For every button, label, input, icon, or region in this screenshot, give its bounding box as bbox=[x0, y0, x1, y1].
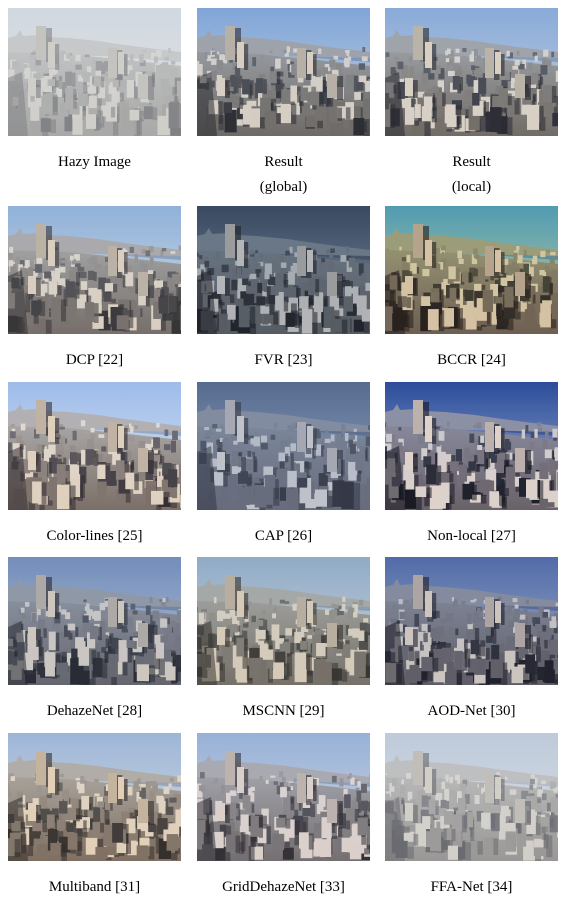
city-photo bbox=[197, 557, 370, 685]
haze-overlay bbox=[8, 206, 181, 334]
image-caption: CAP [26] bbox=[197, 524, 370, 549]
caption-line: DehazeNet [28] bbox=[8, 699, 181, 724]
image-caption: BCCR [24] bbox=[385, 348, 558, 373]
image-caption: Multiband [31] bbox=[8, 875, 181, 900]
image-caption: MSCNN [29] bbox=[197, 699, 370, 724]
aerial-city-image bbox=[385, 733, 558, 861]
aerial-city-image bbox=[385, 382, 558, 510]
caption-line: Multiband [31] bbox=[8, 875, 181, 900]
image-caption: FFA-Net [34] bbox=[385, 875, 558, 900]
city-photo bbox=[385, 382, 558, 510]
caption-line: Non-local [27] bbox=[385, 524, 558, 549]
image-caption: Result(global) bbox=[197, 150, 370, 200]
caption-line: Result bbox=[385, 150, 558, 175]
caption-line: GridDehazeNet [33] bbox=[197, 875, 370, 900]
caption-line: (local) bbox=[385, 175, 558, 200]
haze-overlay bbox=[8, 8, 181, 136]
city-photo bbox=[8, 206, 181, 334]
caption-line: BCCR [24] bbox=[385, 348, 558, 373]
image-caption: DCP [22] bbox=[8, 348, 181, 373]
city-photo bbox=[8, 557, 181, 685]
aerial-city-image bbox=[385, 557, 558, 685]
aerial-city-image bbox=[8, 206, 181, 334]
caption-line: DCP [22] bbox=[8, 348, 181, 373]
city-photo bbox=[197, 206, 370, 334]
city-photo bbox=[385, 206, 558, 334]
city-photo bbox=[8, 382, 181, 510]
image-caption: AOD-Net [30] bbox=[385, 699, 558, 724]
city-photo bbox=[8, 8, 181, 136]
aerial-city-image bbox=[8, 8, 181, 136]
city-photo bbox=[385, 557, 558, 685]
caption-line: (global) bbox=[197, 175, 370, 200]
aerial-city-image bbox=[8, 382, 181, 510]
image-caption: GridDehazeNet [33] bbox=[197, 875, 370, 900]
haze-overlay bbox=[385, 733, 558, 861]
haze-overlay bbox=[385, 206, 558, 334]
aerial-city-image bbox=[197, 733, 370, 861]
aerial-city-image bbox=[197, 382, 370, 510]
aerial-city-image bbox=[385, 8, 558, 136]
caption-line: AOD-Net [30] bbox=[385, 699, 558, 724]
haze-overlay bbox=[8, 557, 181, 685]
caption-line: FVR [23] bbox=[197, 348, 370, 373]
haze-overlay bbox=[8, 382, 181, 510]
image-caption: Result(local) bbox=[385, 150, 558, 200]
haze-overlay bbox=[197, 733, 370, 861]
city-photo bbox=[385, 733, 558, 861]
caption-line: Color-lines [25] bbox=[8, 524, 181, 549]
haze-overlay bbox=[197, 8, 370, 136]
aerial-city-image bbox=[197, 206, 370, 334]
caption-line: MSCNN [29] bbox=[197, 699, 370, 724]
haze-overlay bbox=[197, 557, 370, 685]
image-caption: Hazy Image bbox=[8, 150, 181, 175]
caption-line: FFA-Net [34] bbox=[385, 875, 558, 900]
aerial-city-image bbox=[8, 733, 181, 861]
city-photo bbox=[8, 733, 181, 861]
haze-overlay bbox=[385, 8, 558, 136]
haze-overlay bbox=[197, 206, 370, 334]
haze-overlay bbox=[8, 733, 181, 861]
aerial-city-image bbox=[197, 8, 370, 136]
haze-overlay bbox=[385, 382, 558, 510]
city-photo bbox=[197, 382, 370, 510]
haze-overlay bbox=[197, 382, 370, 510]
image-caption: Color-lines [25] bbox=[8, 524, 181, 549]
aerial-city-image bbox=[197, 557, 370, 685]
image-caption: Non-local [27] bbox=[385, 524, 558, 549]
city-photo bbox=[385, 8, 558, 136]
caption-line: Hazy Image bbox=[8, 150, 181, 175]
aerial-city-image bbox=[8, 557, 181, 685]
city-photo bbox=[197, 733, 370, 861]
city-photo bbox=[197, 8, 370, 136]
haze-overlay bbox=[385, 557, 558, 685]
caption-line: CAP [26] bbox=[197, 524, 370, 549]
image-caption: FVR [23] bbox=[197, 348, 370, 373]
aerial-city-image bbox=[385, 206, 558, 334]
image-caption: DehazeNet [28] bbox=[8, 699, 181, 724]
caption-line: Result bbox=[197, 150, 370, 175]
